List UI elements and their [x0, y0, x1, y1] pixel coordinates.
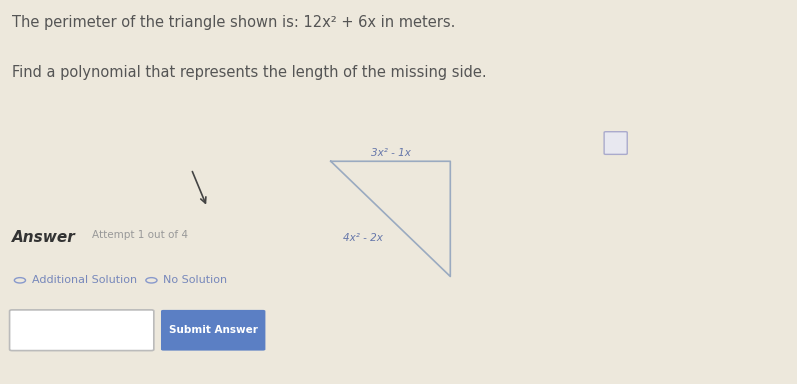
Text: Find a polynomial that represents the length of the missing side.: Find a polynomial that represents the le…: [12, 65, 487, 80]
Text: Attempt 1 out of 4: Attempt 1 out of 4: [92, 230, 187, 240]
Text: Additional Solution: Additional Solution: [32, 275, 137, 285]
Text: The perimeter of the triangle shown is: 12x² + 6x in meters.: The perimeter of the triangle shown is: …: [12, 15, 455, 30]
Text: 3x² - 1x: 3x² - 1x: [371, 148, 410, 158]
Text: 4x² - 2x: 4x² - 2x: [343, 233, 383, 243]
FancyBboxPatch shape: [10, 310, 154, 351]
FancyBboxPatch shape: [161, 310, 265, 351]
Text: Submit Answer: Submit Answer: [169, 325, 258, 335]
FancyBboxPatch shape: [604, 132, 627, 154]
Text: Answer: Answer: [12, 230, 76, 245]
Text: No Solution: No Solution: [163, 275, 227, 285]
